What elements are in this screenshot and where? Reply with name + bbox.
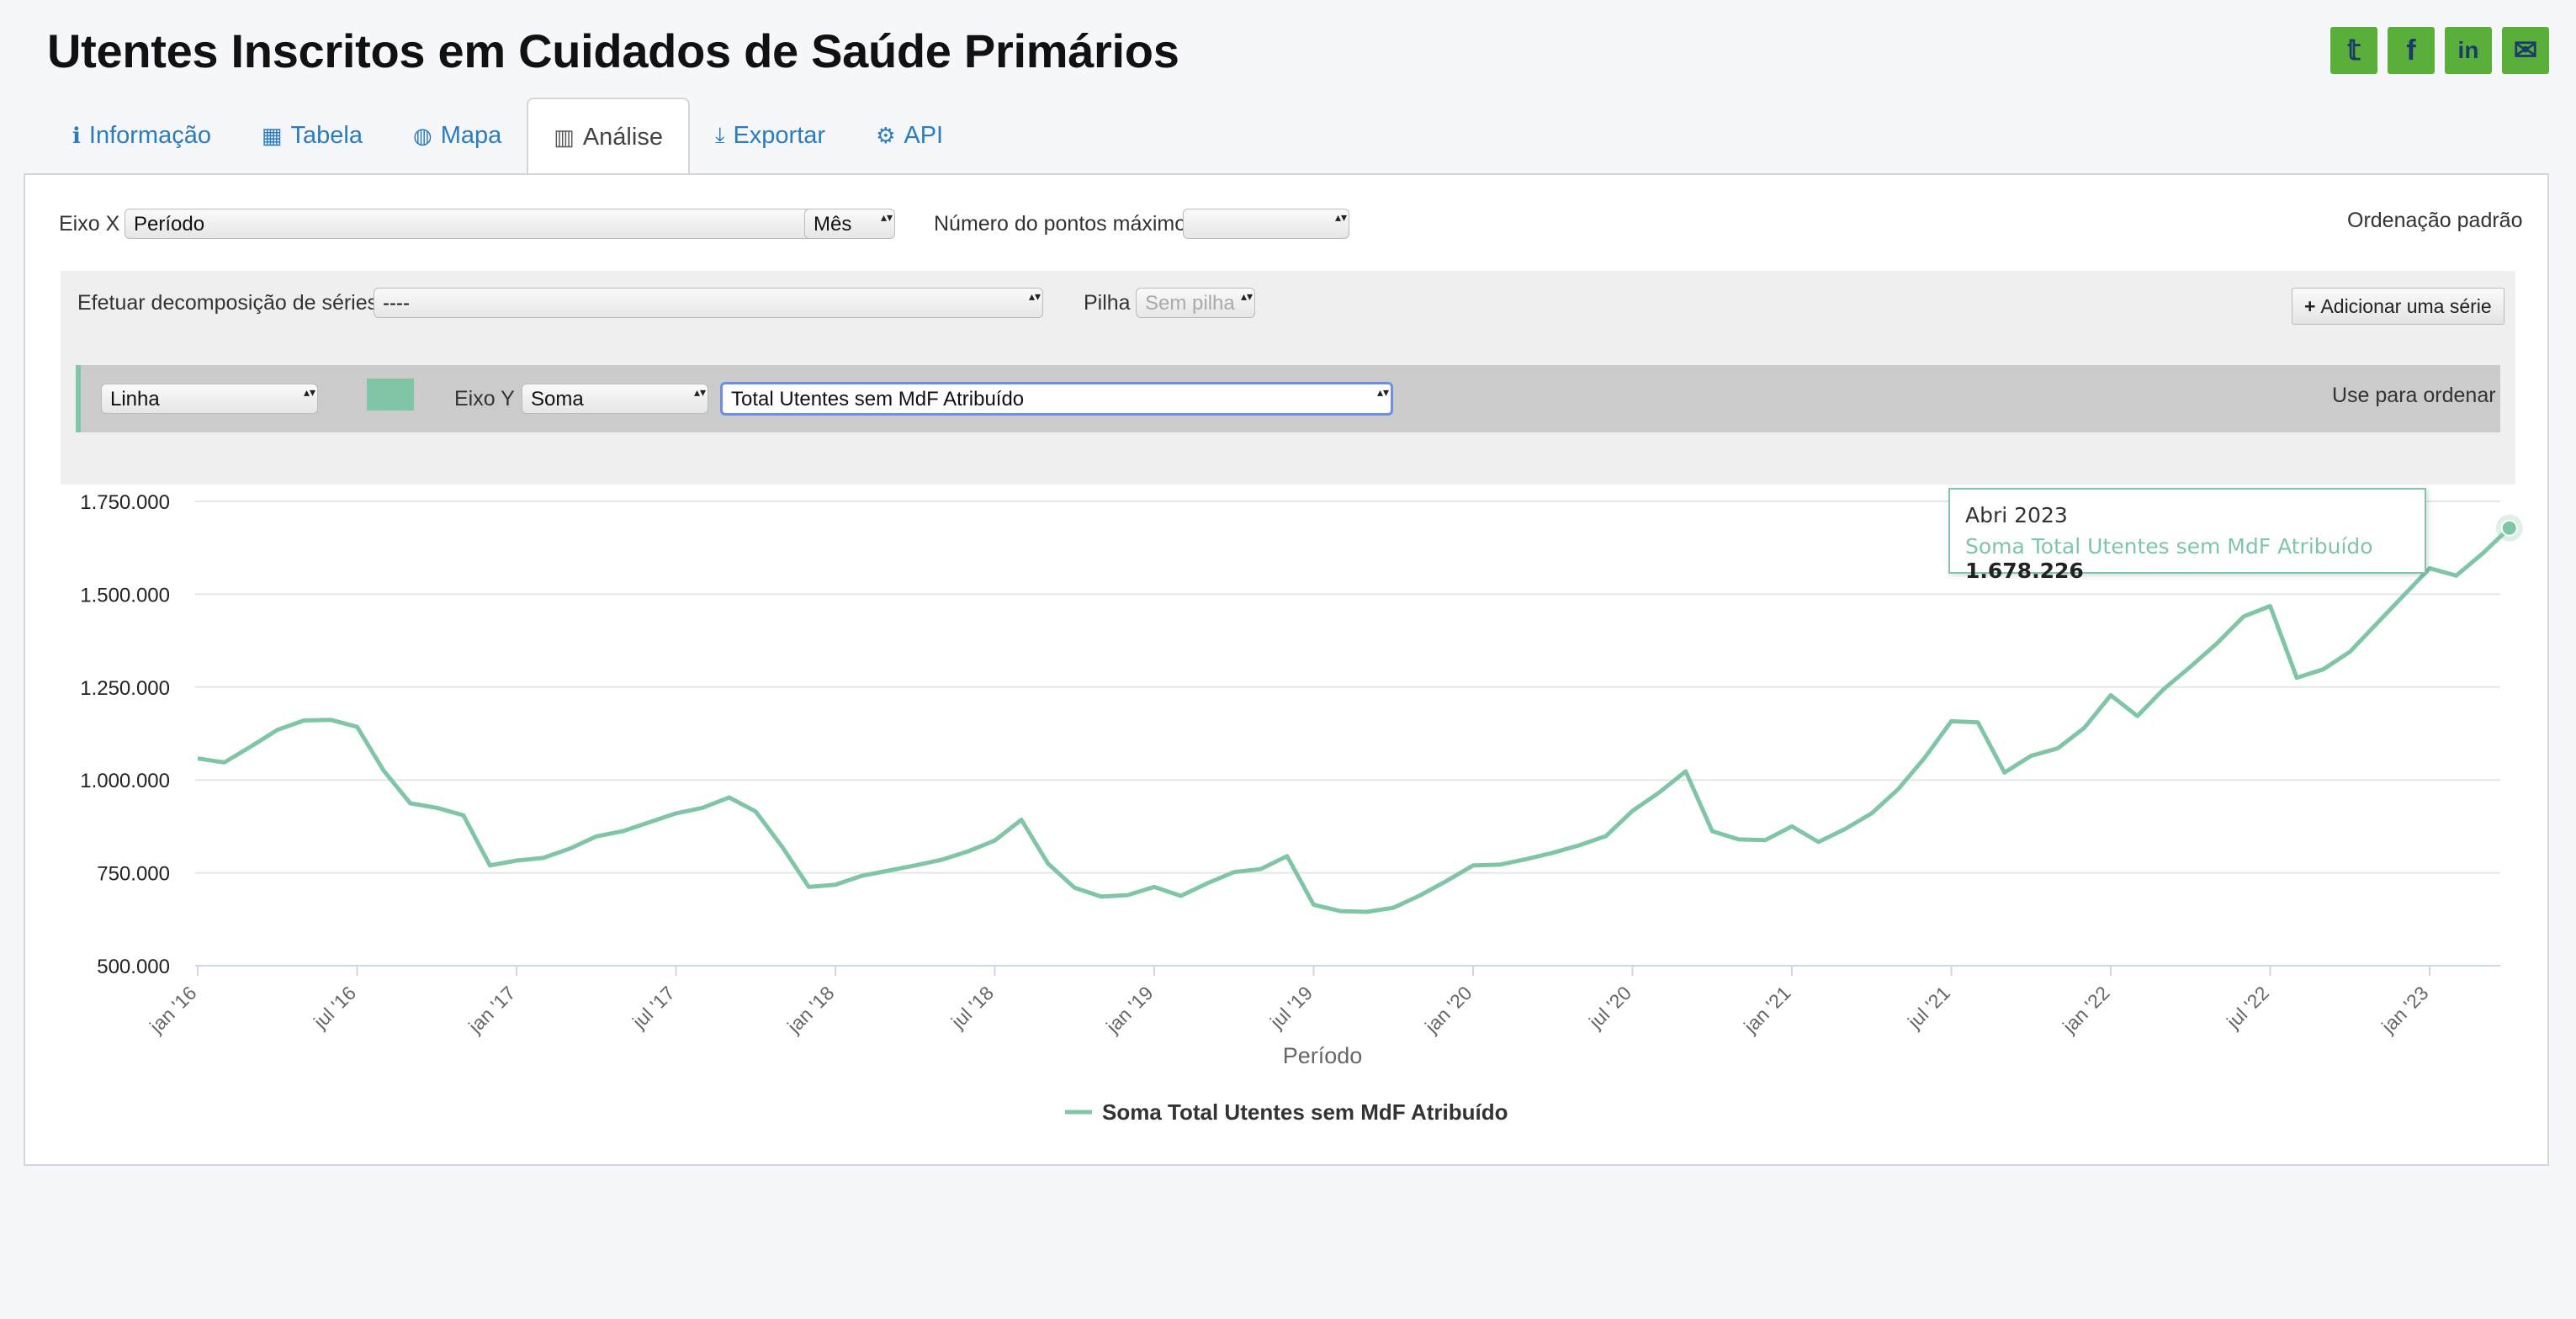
chart: 500.000 750.000 1.000.000 1.250.000 1.500.00… bbox=[80, 495, 2523, 1125]
y-tick-label: 1.500.000 bbox=[80, 584, 170, 607]
decomposition-label: Efetuar decomposição de séries bbox=[77, 291, 379, 315]
y-tick-label: 1.000.000 bbox=[80, 770, 170, 792]
hover-point bbox=[2500, 519, 2518, 537]
x-tick-label: jul '17 bbox=[628, 982, 679, 1033]
y-tick-label: 500.000 bbox=[97, 956, 170, 978]
x-tick-label: jan '22 bbox=[2058, 982, 2114, 1038]
tooltip-series-label: Soma Total Utentes sem MdF Atribuído bbox=[1965, 534, 2373, 559]
tab-label: Exportar bbox=[733, 121, 826, 149]
x-axis-select[interactable]: Período bbox=[125, 209, 819, 239]
plus-icon: + bbox=[2304, 294, 2316, 317]
y-tick-label: 750.000 bbox=[97, 863, 170, 886]
series-line bbox=[197, 526, 2511, 914]
x-tick-label: jul '21 bbox=[1903, 982, 1954, 1033]
x-tick-label: jan '21 bbox=[1739, 982, 1795, 1038]
y-field-select[interactable]: Total Utentes sem MdF Atribuído bbox=[720, 382, 1393, 416]
x-tick-label: jul '19 bbox=[1265, 982, 1317, 1033]
globe-icon: ◍ bbox=[413, 122, 432, 148]
tab-bar: ℹ Informação ▦ Tabela ◍ Mapa ▥ Análise ⤓ Expo… bbox=[47, 96, 968, 177]
decomposition-select[interactable]: ---- bbox=[374, 288, 1043, 318]
x-tick-label: jan '18 bbox=[782, 982, 839, 1038]
chart-tooltip: Abri 2023 Soma Total Utentes sem MdF Atr… bbox=[1948, 488, 2426, 583]
series-color-swatch[interactable] bbox=[367, 379, 414, 411]
use-for-order-label: Use para ordenar bbox=[2332, 384, 2496, 407]
tab-label: Informação bbox=[88, 121, 211, 149]
tab-label: Tabela bbox=[290, 121, 363, 149]
table-icon: ▦ bbox=[261, 122, 283, 148]
add-series-button[interactable]: + Adicionar uma série bbox=[2292, 288, 2504, 325]
tab-api[interactable]: ⚙ API bbox=[851, 96, 968, 175]
page-title: Utentes Inscritos em Cuidados de Saúde P… bbox=[47, 24, 1179, 77]
download-icon: ⤓ bbox=[714, 122, 725, 147]
bar-chart-icon: ▥ bbox=[554, 124, 575, 150]
share-buttons: 𝕥 f in ✉ bbox=[2330, 27, 2549, 74]
x-tick-label: jan '20 bbox=[1420, 982, 1476, 1038]
tab-exportar[interactable]: ⤓ Exportar bbox=[690, 96, 851, 175]
gears-icon: ⚙ bbox=[876, 122, 896, 148]
tab-mapa[interactable]: ◍ Mapa bbox=[388, 96, 527, 175]
max-points-select[interactable] bbox=[1183, 209, 1349, 239]
analysis-panel: Eixo X Período Mês Número do pontos máxi… bbox=[24, 173, 2549, 1166]
tab-label: API bbox=[904, 121, 944, 149]
info-icon: ℹ bbox=[72, 122, 81, 148]
tab-label: Mapa bbox=[440, 121, 502, 149]
max-points-label: Número do pontos máximo bbox=[934, 212, 1187, 236]
series-row: Linha Eixo Y Soma Total Utentes sem MdF … bbox=[76, 365, 2500, 432]
tab-analise[interactable]: ▥ Análise bbox=[527, 98, 690, 177]
tab-tabela[interactable]: ▦ Tabela bbox=[236, 96, 388, 175]
tab-informacao[interactable]: ℹ Informação bbox=[47, 96, 236, 175]
linkedin-share-button[interactable]: in bbox=[2445, 27, 2492, 74]
x-tick-label: jan '19 bbox=[1101, 982, 1158, 1038]
x-tick-label: jul '20 bbox=[1584, 982, 1635, 1033]
add-series-label: Adicionar uma série bbox=[2320, 294, 2492, 317]
legend-label: Soma Total Utentes sem MdF Atribuído bbox=[1102, 1099, 1508, 1125]
tooltip-series-row: Soma Total Utentes sem MdF Atribuído 1.6… bbox=[1965, 534, 2409, 583]
linkedin-icon: in bbox=[2457, 37, 2479, 63]
x-axis-label: Eixo X bbox=[59, 212, 120, 236]
tooltip-value: 1.678.226 bbox=[1965, 559, 2084, 583]
twitter-share-button[interactable]: 𝕥 bbox=[2330, 27, 2377, 74]
x-tick-label: jan '16 bbox=[145, 982, 201, 1038]
series-config-area: Efetuar decomposição de séries ---- Pilh… bbox=[61, 271, 2515, 485]
email-icon: ✉ bbox=[2513, 34, 2538, 66]
email-share-button[interactable]: ✉ bbox=[2502, 27, 2549, 74]
x-tick-label: jan '23 bbox=[2377, 982, 2433, 1038]
y-aggregation-select[interactable]: Soma bbox=[522, 384, 708, 414]
stack-select[interactable]: Sem pilha bbox=[1136, 288, 1255, 318]
twitter-icon: 𝕥 bbox=[2347, 34, 2361, 66]
x-tick-label: jul '22 bbox=[2222, 982, 2273, 1033]
stack-label: Pilha bbox=[1084, 291, 1131, 315]
y-tick-label: 1.250.000 bbox=[80, 677, 170, 700]
x-tick-label: jan '17 bbox=[464, 982, 520, 1038]
series-type-select[interactable]: Linha bbox=[101, 384, 318, 414]
x-tick-label: jul '16 bbox=[309, 982, 360, 1033]
facebook-icon: f bbox=[2406, 34, 2416, 66]
ordering-label: Ordenação padrão bbox=[2347, 209, 2523, 232]
x-tick-label: jul '18 bbox=[946, 982, 998, 1033]
y-tick-label: 1.750.000 bbox=[80, 495, 170, 514]
y-axis-label: Eixo Y bbox=[454, 387, 515, 411]
tab-label: Análise bbox=[582, 123, 663, 151]
facebook-share-button[interactable]: f bbox=[2388, 27, 2435, 74]
x-period-select[interactable]: Mês bbox=[804, 209, 895, 239]
x-axis-title: Período bbox=[1283, 1043, 1363, 1068]
tooltip-period: Abri 2023 bbox=[1965, 503, 2068, 527]
